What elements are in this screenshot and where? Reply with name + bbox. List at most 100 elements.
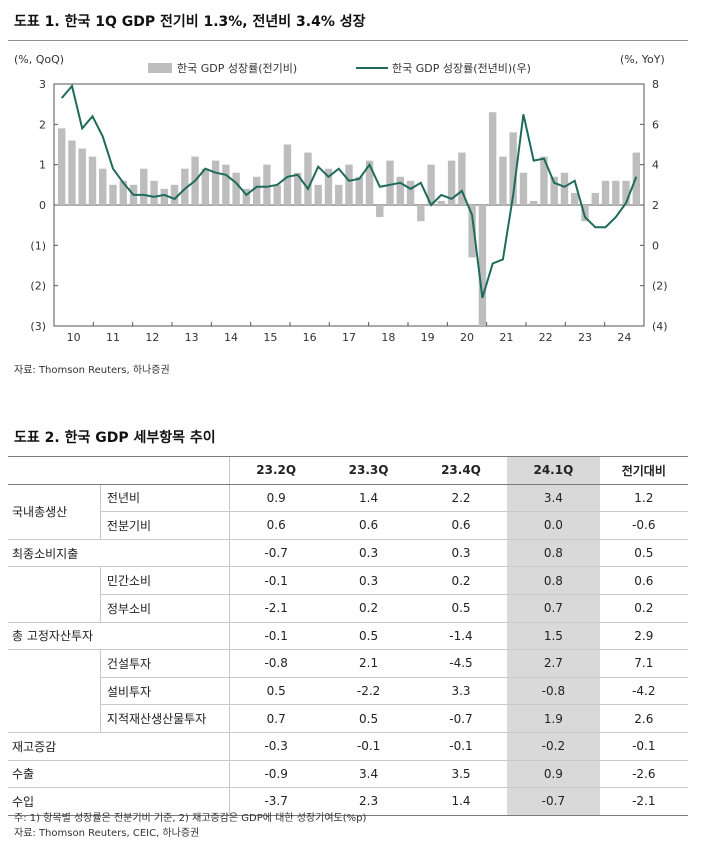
x-tick-label: 14: [224, 331, 238, 344]
legend: 한국 GDP 성장률(전기비) 한국 GDP 성장률(전년비)(우): [148, 62, 531, 75]
cell: 3.4: [322, 760, 415, 789]
row-label: 건설투자: [99, 649, 230, 678]
qoq-bar: [427, 164, 435, 205]
col-header-highlighted: 24.1Q: [507, 456, 600, 485]
cell: 0.9: [228, 484, 323, 513]
qoq-bar: [335, 184, 343, 205]
cell: -0.7: [414, 704, 508, 733]
row-label: 설비투자: [99, 677, 230, 706]
cell: 0.0: [507, 511, 600, 540]
x-tick-label: 13: [185, 331, 199, 344]
cell: -2.1: [228, 594, 323, 623]
qoq-bar: [509, 132, 517, 205]
cell: 0.3: [414, 539, 508, 568]
left-tick-label: 0: [39, 199, 46, 212]
cell: 2.1: [322, 649, 415, 678]
left-tick-label: 2: [39, 118, 46, 131]
table-row: 설비투자 0.5 -2.2 3.3 -0.8 -4.2: [8, 677, 688, 706]
qoq-bar: [283, 144, 292, 205]
qoq-bar: [488, 112, 497, 205]
x-tick-label: 21: [499, 331, 513, 344]
left-tick-label: 3: [39, 78, 46, 91]
row-label: 민간소비: [99, 566, 230, 595]
cell: -0.8: [507, 677, 600, 706]
col-header: 23.2Q: [228, 456, 323, 485]
row-label: 전년비: [99, 484, 230, 513]
qoq-bar: [150, 180, 158, 205]
cell: -0.8: [228, 649, 323, 678]
cell: -0.1: [322, 732, 415, 761]
cell: -0.2: [507, 732, 600, 761]
qoq-bar: [222, 164, 230, 205]
qoq-bar: [160, 188, 168, 205]
qoq-bar: [314, 184, 322, 205]
cell: 0.2: [414, 566, 508, 595]
cell: 0.9: [507, 760, 600, 789]
table-header-row: 23.2Q 23.3Q 23.4Q 24.1Q 전기대비: [8, 456, 688, 485]
cell: 0.6: [414, 511, 508, 540]
left-axis-ticks: 3 2 1 0 (1) (2) (3): [30, 78, 58, 333]
left-tick-label: (1): [30, 239, 46, 252]
row-group-label: 재고증감: [8, 732, 230, 761]
qoq-bar: [591, 192, 599, 205]
x-tick-label: 10: [67, 331, 81, 344]
qoq-bar: [601, 180, 610, 205]
qoq-bar: [417, 205, 425, 222]
cell: 0.5: [228, 677, 323, 706]
qoq-bar: [109, 184, 117, 205]
qoq-bar: [437, 200, 446, 205]
cell: 3.3: [414, 677, 508, 706]
qoq-bar: [294, 172, 302, 205]
cell: 0.2: [322, 594, 415, 623]
qoq-bar: [273, 184, 281, 205]
cell: -0.7: [228, 539, 323, 568]
qoq-bar: [468, 205, 476, 258]
qoq-bar: [530, 200, 538, 205]
qoq-bar: [540, 156, 548, 205]
cell: -0.6: [599, 511, 688, 540]
qoq-bar: [406, 180, 415, 205]
cell: 2.6: [599, 704, 688, 733]
x-tick-label: 12: [145, 331, 159, 344]
qoq-bar: [201, 168, 210, 205]
cell: -0.1: [414, 732, 508, 761]
qoq-bar: [571, 192, 579, 205]
chart-source: 자료: Thomson Reuters, 하나증권: [14, 365, 170, 376]
cell: 1.2: [599, 484, 688, 513]
qoq-bar: [499, 156, 507, 205]
qoq-bar: [58, 128, 66, 205]
qoq-bar: [345, 164, 353, 205]
right-tick-label: 6: [652, 118, 659, 131]
qoq-bar: [458, 152, 466, 205]
col-header: 23.4Q: [414, 456, 508, 485]
bar-series: [58, 112, 640, 326]
table-row: 수입 -3.7 2.3 1.4 -0.7 -2.1: [8, 787, 688, 816]
cell: 1.9: [507, 704, 600, 733]
cell: -3.7: [228, 787, 323, 816]
qoq-bar: [232, 172, 240, 205]
qoq-bar: [447, 160, 456, 205]
table-row: 수출 -0.9 3.4 3.5 0.9 -2.6: [8, 760, 688, 789]
cell: 0.5: [322, 622, 415, 651]
table-source: 자료: Thomson Reuters, CEIC, 하나증권: [14, 828, 200, 839]
cell: 0.6: [599, 566, 688, 595]
cell: -4.2: [599, 677, 688, 706]
table-row: 민간소비 -0.1 0.3 0.2 0.8 0.6: [8, 566, 688, 595]
cell: 1.4: [322, 484, 415, 513]
gdp-growth-chart: (%, QoQ) (%, YoY) 한국 GDP 성장률(전기비) 한국 GDP…: [14, 53, 668, 344]
qoq-bar: [119, 180, 127, 205]
qoq-bar: [242, 188, 251, 205]
cell: 0.7: [228, 704, 323, 733]
qoq-bar: [68, 140, 76, 205]
qoq-bar: [612, 180, 620, 205]
qoq-bar: [263, 164, 271, 205]
right-tick-label: (4): [652, 320, 668, 333]
x-tick-label: 19: [421, 331, 435, 344]
x-tick-label: 11: [106, 331, 120, 344]
cell: 0.8: [507, 539, 600, 568]
qoq-bar: [519, 172, 528, 205]
cell: 0.5: [414, 594, 508, 623]
qoq-bar: [324, 168, 333, 205]
cell: 0.5: [322, 704, 415, 733]
cell: -2.6: [599, 760, 688, 789]
